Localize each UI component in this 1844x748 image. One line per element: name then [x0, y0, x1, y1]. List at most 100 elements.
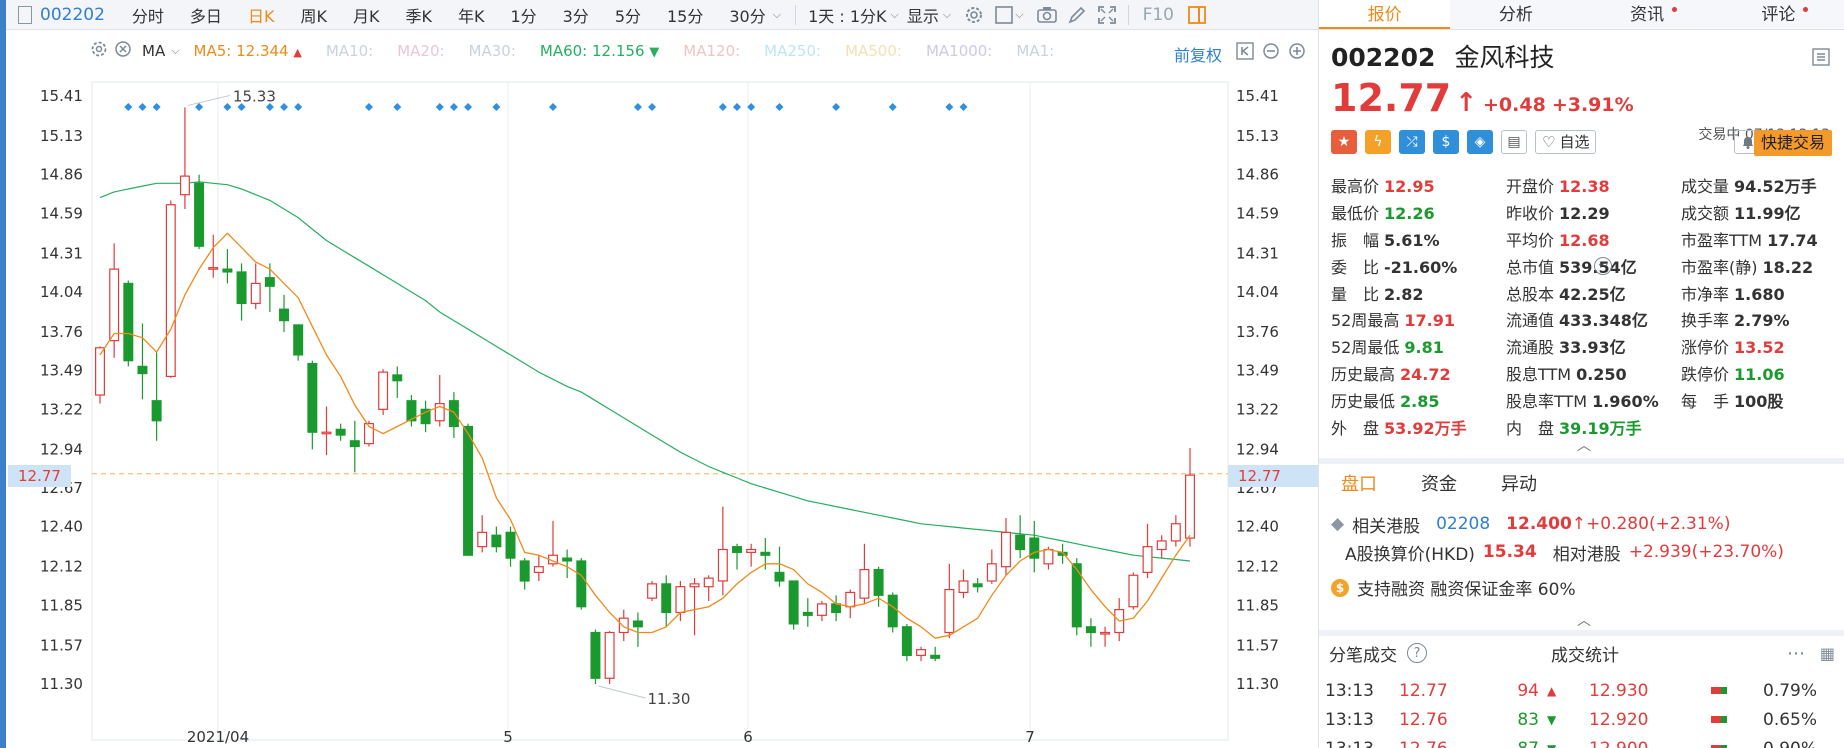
tag-icon[interactable]: ◈	[1467, 130, 1493, 154]
tab-analysis[interactable]: 分析	[1498, 5, 1533, 25]
display-chevron-down-icon[interactable]: ⌵	[942, 7, 952, 21]
stat-label: 成交额	[1681, 204, 1730, 224]
stats-expand-icon[interactable]: ▦	[1819, 643, 1835, 663]
china-flag-icon[interactable]: ★	[1331, 130, 1357, 154]
period-chevron-down-icon[interactable]: ⌵	[890, 7, 899, 21]
ma60-label: MA60: 12.156	[539, 42, 645, 60]
tf-5min[interactable]: 5分	[614, 6, 641, 26]
indicator-close-icon[interactable]	[114, 40, 132, 62]
camera-icon[interactable]	[1032, 0, 1062, 30]
shuffle-icon[interactable]: ⤮	[1399, 130, 1425, 154]
dollar-icon[interactable]: $	[1433, 130, 1459, 154]
event-marker-diamond	[280, 103, 289, 111]
tf-3min[interactable]: 3分	[562, 6, 589, 26]
layout-square-icon[interactable]	[989, 0, 1019, 30]
add-watchlist-button[interactable]: ♡ 自选	[1535, 130, 1597, 154]
stats-more-icon[interactable]: ⋯	[1787, 642, 1805, 664]
display-menu[interactable]: 显示	[906, 6, 939, 26]
candle-up	[378, 371, 389, 410]
tab-quote[interactable]: 报价	[1319, 0, 1451, 29]
quote-panel: 报价 分析 资讯 评论 002202 金风科技 12.77 ↑ +0.48 +3.91…	[1318, 0, 1844, 748]
fullscreen-icon[interactable]	[1092, 0, 1122, 30]
zoom-out-icon[interactable]	[1262, 42, 1280, 64]
rewind-icon[interactable]	[1236, 42, 1254, 64]
stat-value: -21.60%	[1384, 257, 1458, 277]
f10-button[interactable]: F10	[1142, 4, 1174, 25]
stat-label: 总市值	[1506, 257, 1555, 277]
stat-label: 市净率	[1681, 284, 1730, 304]
trade-stat-bar	[1711, 687, 1727, 694]
stat-label: 流通值	[1506, 311, 1555, 331]
event-marker-diamond	[548, 103, 557, 111]
stat-label: 振 幅	[1331, 230, 1380, 250]
candlestick-chart[interactable]: 15.41 15.41 15.13 15.13 14.86 14.86 14.59 14.59…	[0, 30, 1318, 748]
candle-up	[109, 268, 120, 342]
adjust-restore-button[interactable]: 前复权	[1173, 46, 1222, 65]
hk-code-link[interactable]: 02208	[1436, 514, 1491, 534]
current-price-tag-left: 12.77	[8, 465, 71, 487]
stats-row: 52周最高 17.91 流通值 433.348亿 换手率 2.79%	[1331, 306, 1836, 333]
candle-down	[661, 583, 672, 614]
candle-down	[123, 282, 134, 362]
tf-multiday[interactable]: 多日	[189, 6, 222, 26]
tick-price: 12.77	[1399, 680, 1448, 701]
tab-comments[interactable]: 评论	[1713, 0, 1844, 29]
layout-chevron-down-icon[interactable]: ⌵	[1015, 7, 1024, 21]
settings-gear-icon[interactable]	[959, 0, 989, 30]
kline-chart-area[interactable]: 15.41 15.41 15.13 15.13 14.86 14.86 14.59 14.59…	[0, 30, 1318, 748]
stat-label: 跌停价	[1681, 364, 1730, 384]
trade-stat-list[interactable]: 12.930 0.79% 12.920 0.65% 12.900 0.90%	[1589, 676, 1844, 748]
candle-up	[1142, 546, 1153, 574]
candle-down	[392, 374, 403, 382]
indicator-settings-gear-icon[interactable]	[90, 40, 108, 62]
market-cap-more-icon[interactable]: ⋯	[1594, 256, 1612, 275]
tf-15min[interactable]: 15分	[667, 6, 704, 26]
period-select[interactable]: 1天 : 1分K	[808, 6, 887, 26]
stat-label: 市盈率TTM	[1681, 230, 1763, 250]
ticks-section: 分笔成交 ? 成交统计 ⋯ ▦ 13:13 12.77 94 ▲ 13:13 12.76 8…	[1319, 630, 1844, 748]
zoom-in-icon[interactable]	[1288, 42, 1306, 64]
collapse-stats-chevron-up-icon[interactable]: ︿	[1577, 438, 1591, 454]
subtab-anomaly[interactable]: 异动	[1501, 474, 1537, 495]
chart-toolbar: 002202 分时 多日 日K 周K 月K 季K 年K 1分 3分 5分 15分…	[0, 0, 1318, 30]
ticks-help-icon[interactable]: ?	[1407, 643, 1427, 663]
tf-intraday[interactable]: 分时	[131, 6, 164, 26]
panel-menu-icon[interactable]	[1812, 48, 1830, 70]
collapse-hk-chevron-up-icon[interactable]: ︿	[1577, 613, 1591, 629]
tf-quarterly[interactable]: 季K	[405, 6, 432, 26]
tf-daily[interactable]: 日K	[247, 6, 275, 26]
tick-volume: 87	[1499, 739, 1539, 748]
tf-30min[interactable]: 30分	[729, 6, 766, 26]
toolbar-divider	[795, 4, 797, 25]
sidebar-toggle-icon[interactable]	[18, 5, 32, 24]
flash-icon[interactable]: ϟ	[1365, 130, 1391, 154]
tf-more-chevron-down-icon[interactable]: ⌵	[772, 7, 782, 21]
tf-1min[interactable]: 1分	[510, 6, 537, 26]
event-marker-diamond	[124, 103, 133, 111]
tf-monthly[interactable]: 月K	[352, 6, 380, 26]
ma-selector[interactable]: MA	[142, 42, 166, 60]
draw-pen-icon[interactable]	[1062, 0, 1092, 30]
quick-trade-button[interactable]: 快捷交易	[1753, 130, 1832, 156]
event-marker-diamond	[364, 103, 373, 111]
note-icon[interactable]: ▤	[1501, 130, 1527, 154]
news-unread-dot	[1671, 7, 1677, 12]
stat-label: 52周最低	[1331, 338, 1400, 358]
toolbar-stock-code[interactable]: 002202	[40, 4, 105, 25]
subtab-capital[interactable]: 资金	[1421, 474, 1457, 495]
ma-chevron-down-icon[interactable]: ⌵	[171, 44, 180, 57]
stat-value: 53.92万手	[1384, 418, 1467, 438]
tf-weekly[interactable]: 周K	[300, 6, 327, 26]
side-panel-toggle-icon[interactable]	[1182, 0, 1212, 30]
watchlist-label: 自选	[1559, 133, 1590, 151]
stat-label: 历史最高	[1331, 364, 1396, 384]
tick-row: 13:13 12.76 83 ▼	[1319, 705, 1579, 734]
tf-yearly[interactable]: 年K	[457, 6, 485, 26]
stat-label: 每 手	[1681, 391, 1730, 411]
stat-label: 换手率	[1681, 311, 1730, 331]
candle-up	[859, 568, 870, 599]
tab-news[interactable]: 资讯	[1582, 0, 1713, 29]
x-tick-label: 7	[1025, 728, 1035, 746]
subtab-orderbook[interactable]: 盘口	[1341, 474, 1377, 495]
